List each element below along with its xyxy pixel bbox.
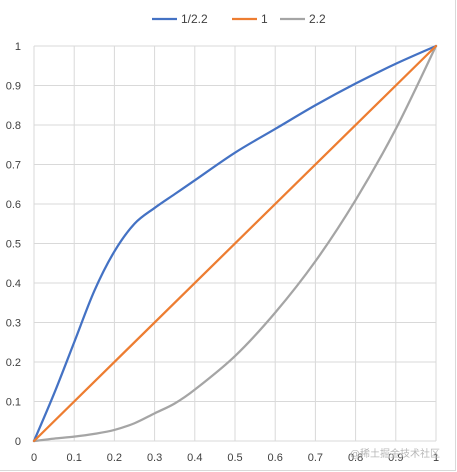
x-tick-label: 1	[433, 452, 439, 464]
legend-label: 1	[261, 12, 268, 26]
x-tick-label: 0.4	[187, 452, 202, 464]
y-tick-label: 0.9	[6, 81, 21, 93]
x-tick-label: 0.3	[147, 452, 162, 464]
y-tick-label: 0.5	[6, 239, 21, 251]
y-tick-label: 1	[15, 41, 21, 53]
y-tick-label: 0.3	[6, 318, 21, 330]
grid-layer	[33, 45, 437, 442]
x-tick-label: 0.5	[227, 452, 242, 464]
x-tick-label: 0.6	[268, 452, 283, 464]
y-tick-label: 0.1	[6, 397, 21, 409]
y-tick-label: 0.4	[6, 278, 21, 290]
x-tick-label: 0.9	[388, 452, 403, 464]
x-tick-label: 0.2	[107, 452, 122, 464]
series-line-1	[32, 44, 438, 443]
legend-label: 1/2.2	[181, 12, 208, 26]
watermark-text: @稀土掘金技术社区	[350, 447, 440, 460]
y-tick-label: 0	[15, 436, 21, 448]
y-tick-label: 0.2	[6, 357, 21, 369]
y-tick-label: 0.7	[6, 160, 21, 172]
series-line-2	[32, 44, 438, 443]
legend-label: 2.2	[309, 12, 326, 26]
x-tick-label: 0.8	[348, 452, 363, 464]
legend-item: 1/2.2	[152, 12, 208, 26]
x-tick-label: 0.7	[308, 452, 323, 464]
y-tick-label: 0.8	[6, 120, 21, 132]
y-tick-label: 0.6	[6, 199, 21, 211]
series-layer	[32, 44, 438, 443]
legend-item: 1	[232, 12, 268, 26]
tick-labels: 0 0.1 0.2 0.3 0.4 0.5 0.6 0.7 0.8 0.9 1 0 0.1 0.2 0.3 0…	[6, 41, 439, 464]
x-tick-label: 0	[31, 452, 37, 464]
series-line-3	[32, 44, 438, 443]
legend: 1/2.2 1 2.2	[152, 12, 326, 26]
x-tick-label: 0.1	[67, 452, 82, 464]
legend-item: 2.2	[280, 12, 326, 26]
